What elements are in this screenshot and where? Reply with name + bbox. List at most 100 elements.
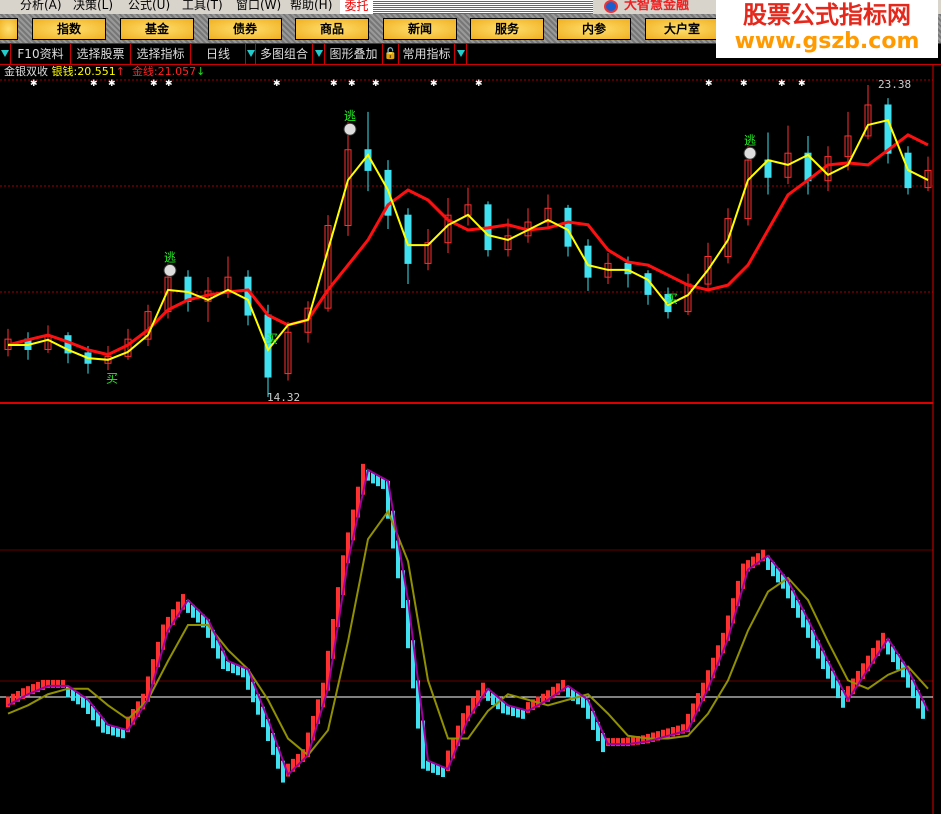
- smiley-face-icon: [743, 146, 757, 160]
- oscillator-bar: [251, 681, 255, 703]
- oscillator-bar: [21, 688, 25, 699]
- nav-button-service[interactable]: 服务: [470, 18, 544, 40]
- candle: [524, 221, 532, 237]
- menu-window[interactable]: 窗口(W): [236, 0, 282, 12]
- oscillator-bar: [391, 510, 395, 549]
- watermark-url: www.gszb.com: [734, 29, 920, 54]
- toolbar-overlay[interactable]: 图形叠加: [325, 44, 383, 64]
- oscillator-bar: [771, 561, 775, 577]
- candle: [424, 242, 432, 264]
- nav-button-vip-room[interactable]: 大户室: [645, 18, 719, 40]
- oscillator-bar: [276, 746, 280, 769]
- toolbar-dropdown[interactable]: [0, 44, 11, 64]
- toolbar-select-indicator[interactable]: 选择指标: [131, 44, 191, 64]
- oscillator-bar: [446, 750, 450, 772]
- oscillator-bar: [726, 615, 730, 641]
- toolbar: F10资料 选择股票 选择指标 日线 多图组合 图形叠加 🔓 常用指标: [0, 43, 941, 65]
- nav-button-insider[interactable]: 内参: [557, 18, 631, 40]
- oscillator-bar: [886, 638, 890, 655]
- nav-button-index[interactable]: 指数: [32, 18, 106, 40]
- lock-icon[interactable]: 🔓: [383, 44, 399, 64]
- oscillator-bar: [751, 556, 755, 569]
- oscillator-bar: [506, 705, 510, 715]
- oscillator-bar: [841, 690, 845, 708]
- indicators-dropdown[interactable]: [455, 44, 467, 64]
- star-marker-icon: ✱: [778, 79, 786, 89]
- oscillator-bar: [881, 632, 885, 649]
- daily-dropdown[interactable]: [246, 44, 256, 64]
- candle: [664, 293, 672, 313]
- menu-tools[interactable]: 工具(T): [182, 0, 223, 12]
- candle: [64, 335, 72, 354]
- toolbar-daily[interactable]: 日线: [191, 44, 246, 64]
- candle: [24, 338, 32, 350]
- oscillator-bar: [896, 654, 900, 670]
- oscillator-bar: [521, 709, 525, 719]
- multi-chart-dropdown[interactable]: [313, 44, 325, 64]
- toolbar-common-indicators[interactable]: 常用指标: [399, 44, 455, 64]
- nav-button-partial[interactable]: [0, 18, 18, 40]
- oscillator-bar: [416, 680, 420, 729]
- oscillator-bar: [611, 738, 615, 747]
- escape-signal-label: 逃: [344, 109, 356, 123]
- oscillator-bar: [826, 660, 830, 679]
- oscillator-bar: [41, 679, 45, 690]
- candle: [124, 338, 132, 357]
- oscillator-bar: [331, 618, 335, 659]
- toolbar-f10[interactable]: F10资料: [11, 44, 71, 64]
- oscillator-bar: [461, 713, 465, 734]
- candle: [684, 283, 692, 313]
- oscillator-bar: [686, 713, 690, 733]
- oscillator-bar: [36, 681, 40, 693]
- candle: [724, 218, 732, 257]
- candle: [104, 355, 112, 364]
- oscillator-bar: [721, 632, 725, 654]
- star-marker-icon: ✱: [372, 79, 380, 89]
- oscillator-bar: [716, 645, 720, 666]
- gold-label: 金线:: [131, 65, 158, 78]
- triangle-down-icon: [247, 50, 255, 57]
- nav-button-news[interactable]: 新闻: [383, 18, 457, 40]
- menu-formula[interactable]: 公式(U): [128, 0, 171, 12]
- candle: [764, 159, 772, 178]
- oscillator-bar: [291, 758, 295, 772]
- star-marker-icon: ✱: [330, 79, 338, 89]
- oscillator-bar: [386, 480, 390, 519]
- candle: [364, 149, 372, 171]
- oscillator-bar: [846, 686, 850, 702]
- gold-line: [7, 133, 929, 357]
- star-marker-icon: ✱: [348, 79, 356, 89]
- oscillator-bar: [566, 685, 570, 698]
- oscillator-bar: [541, 693, 545, 705]
- oscillator-bar: [811, 629, 815, 649]
- oscillator-bar: [231, 663, 235, 674]
- brand-logo-icon: [604, 0, 618, 13]
- menu-analysis[interactable]: 分析(A): [20, 0, 62, 12]
- oscillator-bar: [656, 731, 660, 741]
- oscillator-bar: [101, 718, 105, 733]
- entrust-button[interactable]: 委托: [340, 0, 373, 14]
- candle: [624, 262, 632, 275]
- nav-button-fund[interactable]: 基金: [120, 18, 194, 40]
- oscillator-bar: [111, 726, 115, 736]
- menu-help[interactable]: 帮助(H): [290, 0, 333, 12]
- nav-button-bond[interactable]: 债券: [208, 18, 282, 40]
- star-marker-icon: ✱: [150, 79, 158, 89]
- oscillator-bar: [321, 682, 325, 708]
- oscillator-bar: [286, 763, 290, 777]
- up-arrow-icon: ↑: [115, 65, 125, 78]
- buy-signal-label: 买: [106, 372, 118, 386]
- candle: [804, 152, 812, 182]
- candle: [544, 207, 552, 223]
- silver-value: 20.551: [77, 65, 116, 78]
- oscillator-bar: [436, 764, 440, 775]
- toolbar-multi-chart[interactable]: 多图组合: [256, 44, 313, 64]
- toolbar-select-stock[interactable]: 选择股票: [71, 44, 131, 64]
- oscillator-bar: [666, 728, 670, 738]
- oscillator-bar: [396, 540, 400, 579]
- oscillator-bar: [636, 736, 640, 745]
- nav-button-commodity[interactable]: 商品: [295, 18, 369, 40]
- menu-decision[interactable]: 决策(L): [73, 0, 114, 12]
- oscillator-bar: [216, 640, 220, 659]
